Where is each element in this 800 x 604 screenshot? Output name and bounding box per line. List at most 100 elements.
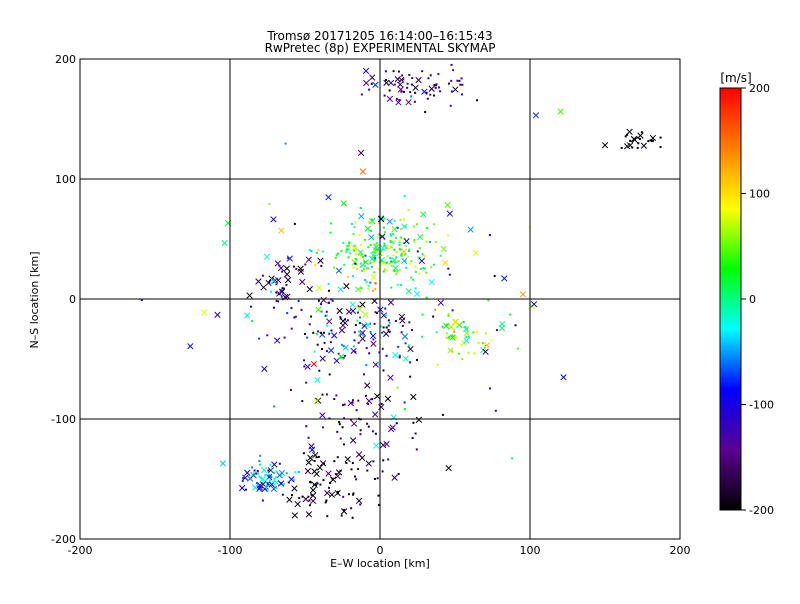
- data-point-dot: [350, 418, 353, 421]
- data-point-dot: [273, 477, 276, 480]
- data-point-x: [369, 217, 376, 225]
- data-point-dot: [361, 264, 364, 267]
- data-point-x: [308, 446, 316, 453]
- data-point-dot: [383, 94, 386, 97]
- data-point-dot: [392, 227, 395, 230]
- data-point-x: [499, 320, 506, 328]
- x-tick-label: 200: [670, 544, 691, 557]
- data-point-x: [405, 99, 412, 106]
- data-point-dot: [392, 233, 395, 236]
- data-point-dot: [414, 432, 417, 435]
- data-point-dot: [398, 356, 401, 359]
- data-point-dot: [280, 289, 283, 292]
- data-point-dot: [425, 91, 428, 94]
- data-point-dot: [336, 252, 339, 255]
- data-point-dot: [275, 283, 278, 286]
- data-point-x: [374, 393, 381, 400]
- data-point-dot: [387, 324, 390, 327]
- data-point-dot: [450, 63, 453, 66]
- data-point-dot: [449, 104, 452, 107]
- data-point-dot: [356, 319, 359, 322]
- data-point-dot: [363, 270, 366, 273]
- data-point-x: [277, 480, 285, 487]
- colorbar-tick-label: -100: [749, 399, 774, 412]
- data-point-dot: [380, 261, 383, 264]
- data-point-dot: [316, 343, 319, 346]
- data-point-dot: [392, 254, 395, 257]
- data-point-dot: [282, 483, 285, 486]
- data-point-dot: [324, 314, 327, 317]
- data-point-x: [355, 286, 362, 293]
- data-point-dot: [308, 323, 311, 326]
- data-point-dot: [297, 300, 300, 303]
- data-point-dot: [321, 393, 324, 396]
- data-point-dot: [403, 90, 406, 93]
- data-point-dot: [307, 436, 310, 439]
- data-point-dot: [293, 265, 296, 268]
- data-point-dot: [259, 454, 262, 457]
- data-point-dot: [313, 350, 316, 353]
- data-point-dot: [427, 77, 430, 80]
- data-point-dot: [352, 274, 355, 277]
- data-point-dot: [354, 221, 357, 224]
- data-point-dot: [511, 457, 514, 460]
- data-point-x: [305, 511, 313, 518]
- data-point-x: [417, 233, 424, 241]
- data-point-dot: [317, 455, 320, 458]
- data-point-dot: [244, 488, 247, 491]
- data-point-x: [380, 312, 387, 319]
- x-axis-label: E–W location [km]: [330, 557, 430, 570]
- data-point-x: [372, 81, 379, 88]
- data-point-x: [382, 330, 390, 337]
- data-point-x: [319, 355, 326, 362]
- data-point-dot: [359, 316, 362, 319]
- data-point-dot: [270, 476, 273, 479]
- data-point-dot: [378, 351, 381, 354]
- data-point-dot: [360, 93, 363, 96]
- data-point-dot: [413, 225, 416, 228]
- data-point-dot: [346, 275, 349, 278]
- data-point-dot: [317, 299, 320, 302]
- data-point-x: [350, 347, 357, 355]
- data-point-dot: [372, 430, 375, 433]
- data-point-dot: [398, 99, 401, 102]
- data-point-dot: [313, 459, 316, 462]
- data-point-dot: [364, 394, 367, 397]
- data-point-x: [359, 329, 366, 337]
- data-point-dot: [461, 357, 464, 360]
- data-point-dot: [359, 255, 362, 258]
- data-point-dot: [407, 249, 410, 252]
- data-point-dot: [249, 305, 252, 308]
- data-point-dot: [258, 460, 261, 463]
- data-point-dot: [303, 333, 306, 336]
- data-point-dot: [300, 308, 303, 311]
- data-point-dot: [316, 330, 319, 333]
- data-point-dot: [354, 324, 357, 327]
- data-point-dot: [329, 231, 332, 234]
- data-point-dot: [376, 241, 379, 244]
- data-point-dot: [402, 78, 405, 81]
- data-point-dot: [359, 207, 362, 210]
- data-point-x: [270, 485, 278, 493]
- data-point-dot: [400, 254, 403, 257]
- data-point-dot: [356, 311, 359, 314]
- data-point-dot: [382, 459, 385, 462]
- data-point-dot: [389, 240, 392, 243]
- data-point-dot: [303, 359, 306, 362]
- data-point-dot: [388, 262, 391, 265]
- data-point-dot: [485, 332, 488, 335]
- data-point-dot: [360, 287, 363, 290]
- data-point-dot: [372, 261, 375, 264]
- data-point-dot: [426, 227, 429, 230]
- data-point-x: [319, 460, 327, 467]
- data-point-dot: [410, 260, 413, 263]
- data-point-dot: [269, 479, 272, 482]
- data-point-dot: [388, 256, 391, 259]
- data-point-dot: [140, 299, 143, 302]
- data-point-dot: [281, 270, 284, 273]
- data-point-dot: [374, 432, 377, 435]
- data-point-x: [402, 355, 409, 362]
- data-point-dot: [409, 361, 412, 364]
- data-point-dot: [381, 347, 384, 350]
- data-point-dot: [457, 352, 460, 355]
